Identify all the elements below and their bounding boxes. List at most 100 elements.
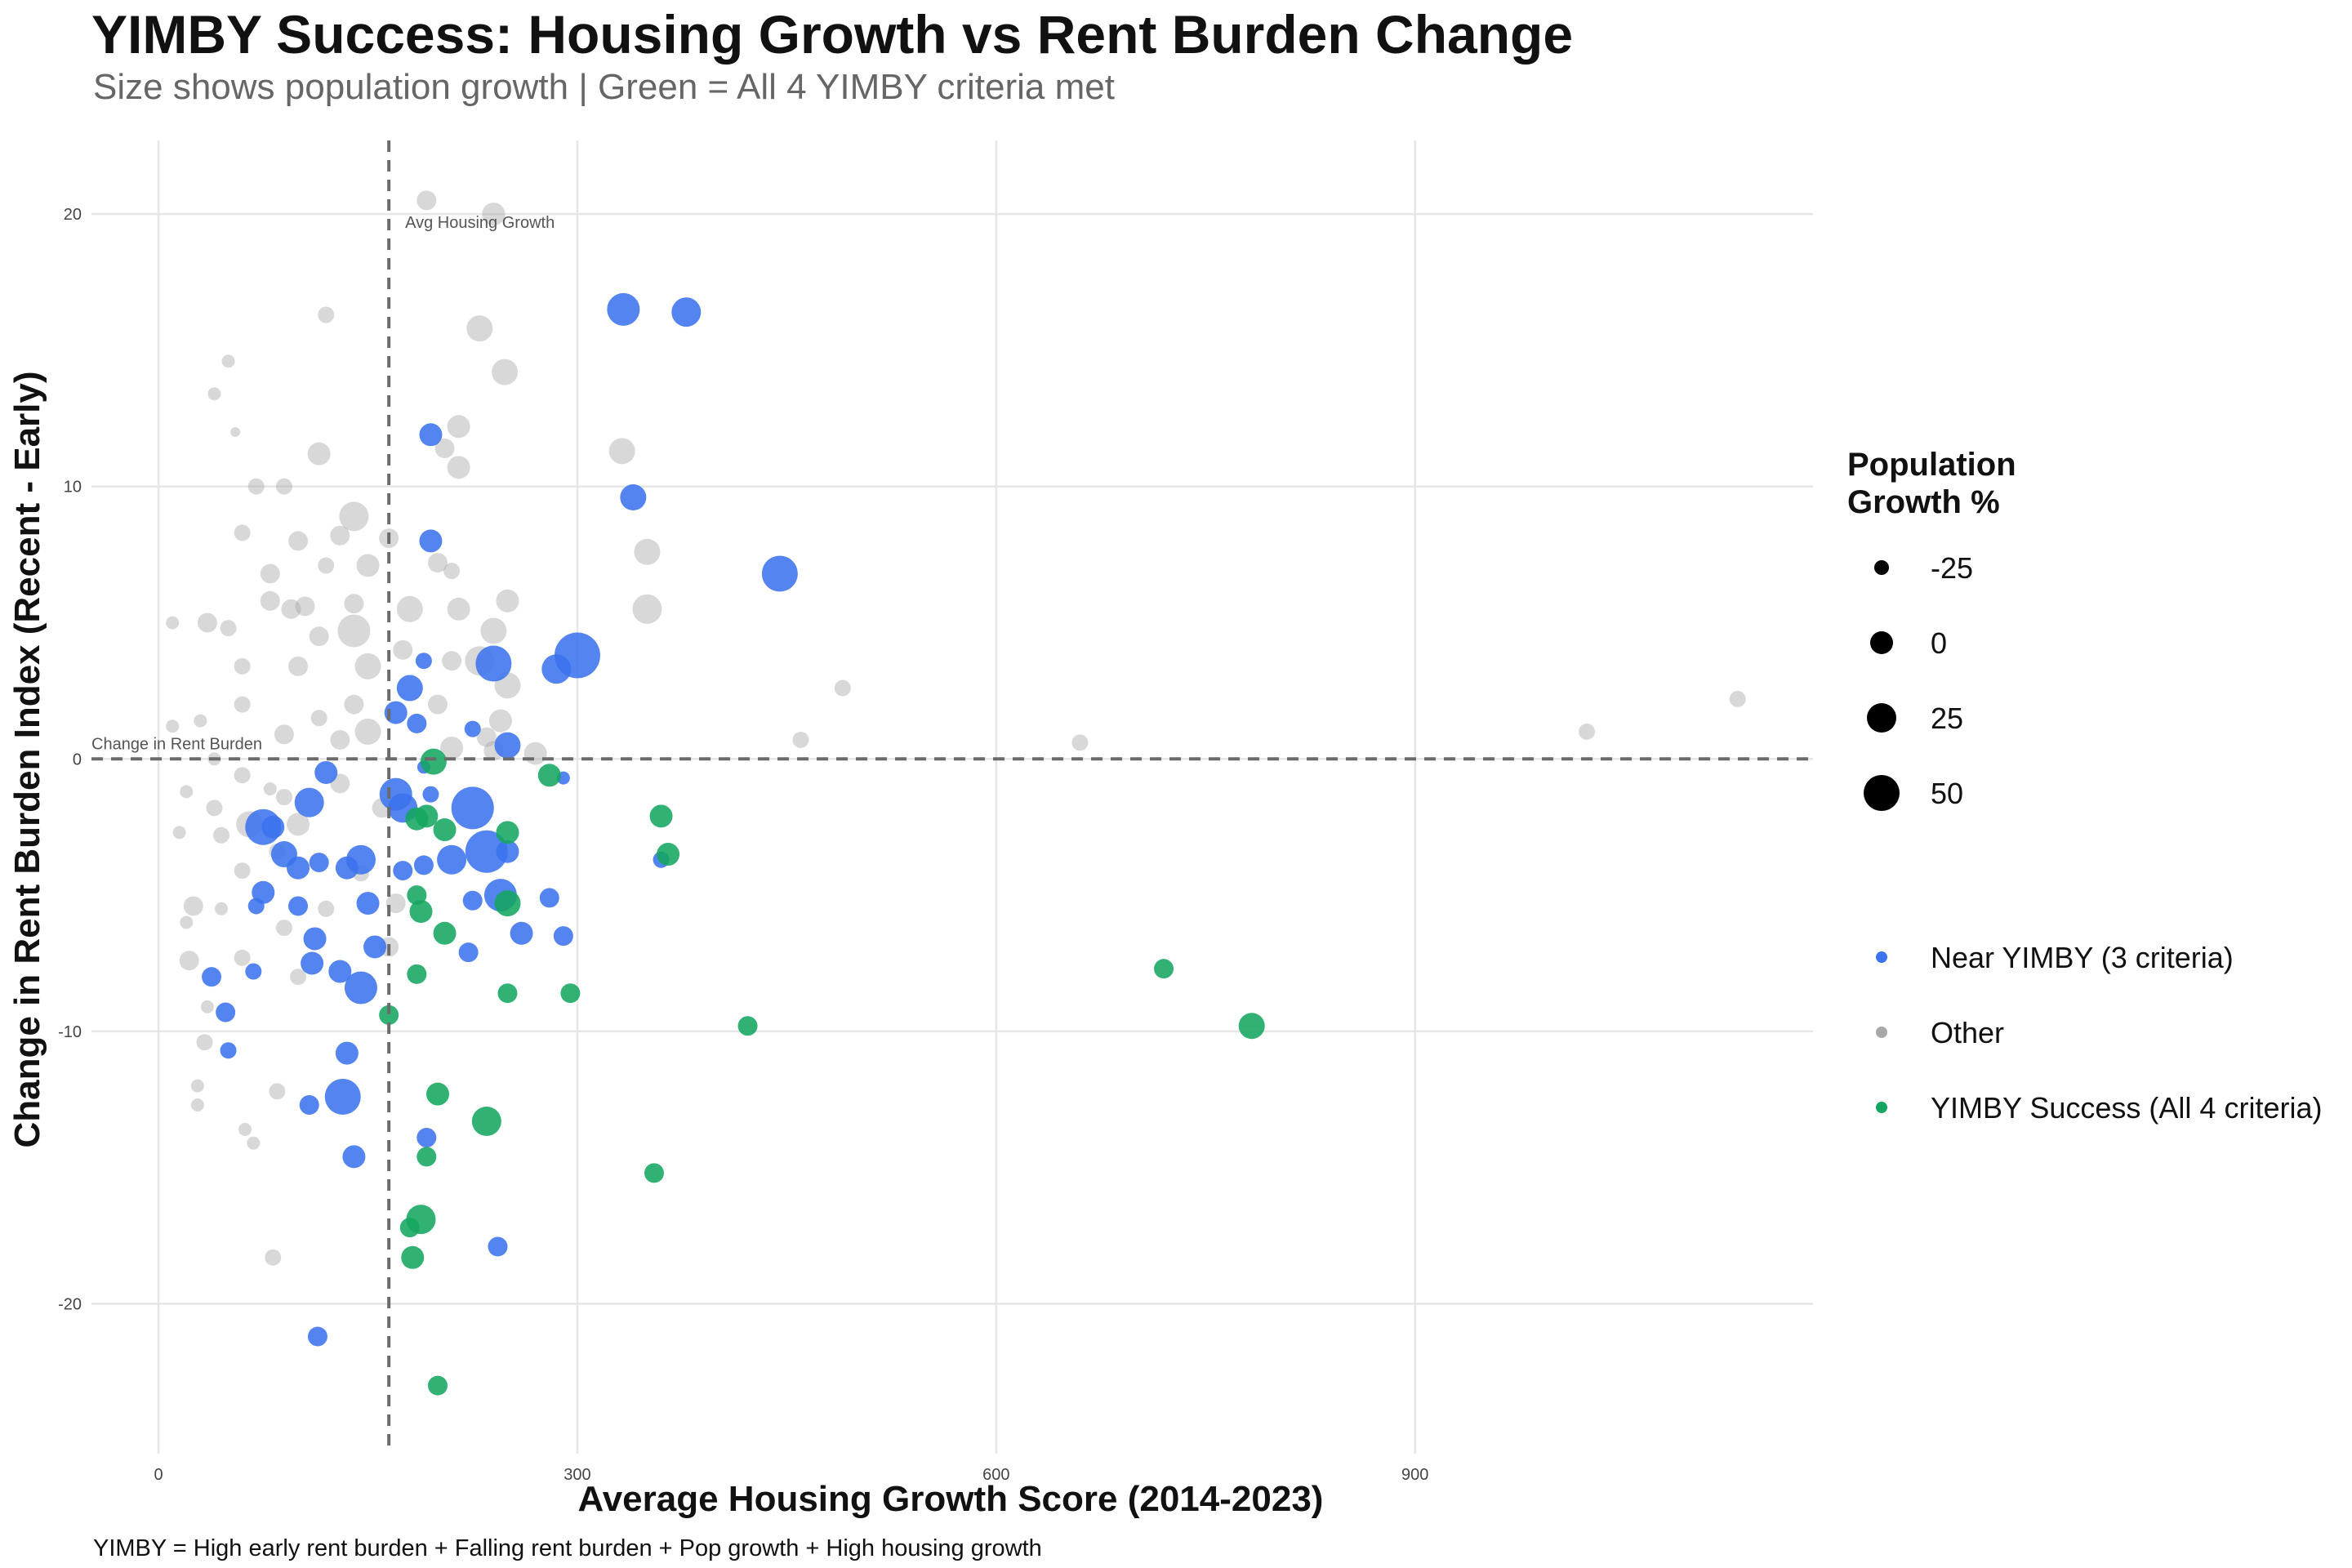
size-legend-label: 0 [1931, 626, 1947, 660]
point-yimby-success [425, 1082, 449, 1106]
point-other [207, 387, 221, 401]
point-near-yimby [607, 292, 640, 326]
point-other [434, 438, 455, 458]
point-near-yimby [301, 951, 324, 975]
point-near-yimby [510, 921, 533, 945]
point-near-yimby [261, 815, 285, 839]
point-other [416, 190, 437, 211]
axis-ticks: 0 300 600 900 -20 -10 0 10 20 [58, 206, 1428, 1484]
size-legend-key [1870, 631, 1893, 654]
point-yimby-success [420, 748, 447, 775]
point-yimby-success [405, 807, 429, 831]
point-other [318, 306, 335, 323]
point-other [523, 742, 547, 765]
color-legend-label: Other [1931, 1016, 2004, 1049]
y-tick-label: 0 [73, 751, 82, 768]
point-other [221, 354, 235, 368]
point-other [275, 789, 292, 805]
point-other [354, 718, 381, 745]
point-near-yimby [465, 830, 508, 873]
size-legend-title: Growth % [1847, 484, 2000, 520]
point-other [288, 531, 309, 551]
point-yimby-success [657, 843, 680, 866]
point-yimby-success [644, 1163, 664, 1183]
point-other [330, 525, 350, 546]
point-other [260, 590, 280, 611]
point-yimby-success [560, 983, 581, 1004]
point-other [275, 920, 292, 937]
size-legend-title: Population [1847, 447, 2016, 483]
point-other [260, 564, 280, 584]
point-other [179, 951, 199, 971]
point-other [287, 813, 310, 836]
y-tick-label: -10 [58, 1023, 82, 1041]
point-other [834, 679, 851, 697]
point-other [488, 709, 512, 733]
point-other [234, 767, 251, 784]
point-other [440, 736, 464, 760]
point-yimby-success [537, 764, 561, 787]
point-near-yimby [247, 898, 265, 915]
size-legend-key [1874, 560, 1889, 575]
point-other [183, 896, 203, 916]
point-other [247, 478, 265, 495]
point-other [466, 315, 493, 342]
color-legend-key [1876, 1102, 1887, 1113]
point-near-yimby [356, 892, 380, 915]
point-other [220, 620, 237, 637]
point-near-yimby [309, 853, 329, 873]
point-other [234, 949, 251, 966]
point-yimby-success [427, 1375, 448, 1396]
point-other [197, 612, 217, 633]
x-tick-label: 0 [154, 1466, 163, 1484]
color-legend-label: YIMBY Success (All 4 criteria) [1931, 1091, 2322, 1125]
point-yimby-success [494, 890, 521, 917]
point-other [196, 1034, 213, 1051]
point-other [288, 656, 309, 676]
point-near-yimby [464, 720, 481, 737]
point-other [632, 594, 662, 624]
chart-subtitle: Size shows population growth | Green = A… [93, 67, 1115, 107]
point-other [180, 915, 194, 929]
point-near-yimby [294, 787, 324, 817]
point-yimby-success [433, 921, 457, 945]
point-near-yimby [287, 856, 310, 880]
point-near-yimby [345, 844, 376, 875]
point-other [396, 595, 423, 622]
color-legend-label: Near YIMBY (3 criteria) [1931, 941, 2234, 974]
x-tick-label: 300 [564, 1466, 590, 1484]
point-yimby-success [416, 1147, 437, 1167]
y-axis-title: Change in Rent Burden Index (Recent - Ea… [7, 371, 47, 1147]
point-yimby-success [409, 900, 433, 924]
point-other [234, 696, 251, 713]
point-yimby-success [496, 821, 519, 844]
point-near-yimby [245, 963, 262, 980]
point-yimby-success [649, 804, 673, 828]
point-near-yimby [220, 1042, 237, 1059]
point-other [318, 900, 335, 917]
point-near-yimby [761, 555, 798, 592]
point-other [337, 614, 371, 648]
y-tick-label: 10 [64, 479, 82, 497]
point-near-yimby [335, 1041, 359, 1065]
chart-title: YIMBY Success: Housing Growth vs Rent Bu… [91, 4, 1574, 65]
point-other [290, 969, 307, 986]
point-near-yimby [396, 675, 423, 702]
point-other [310, 710, 327, 727]
point-other [190, 1079, 204, 1093]
point-yimby-success [407, 885, 427, 906]
rent-burden-line-label: Change in Rent Burden [91, 736, 262, 754]
point-other [427, 694, 448, 715]
point-yimby-success [401, 1245, 425, 1269]
point-near-yimby [494, 732, 521, 759]
point-yimby-success [737, 1016, 758, 1036]
point-other [385, 893, 406, 914]
point-near-yimby [553, 926, 573, 947]
point-other [263, 782, 277, 795]
point-near-yimby [462, 890, 483, 911]
point-yimby-success [1238, 1013, 1265, 1040]
x-tick-label: 600 [982, 1466, 1009, 1484]
point-other [608, 438, 635, 465]
point-near-yimby [539, 888, 559, 908]
point-other [194, 714, 207, 728]
